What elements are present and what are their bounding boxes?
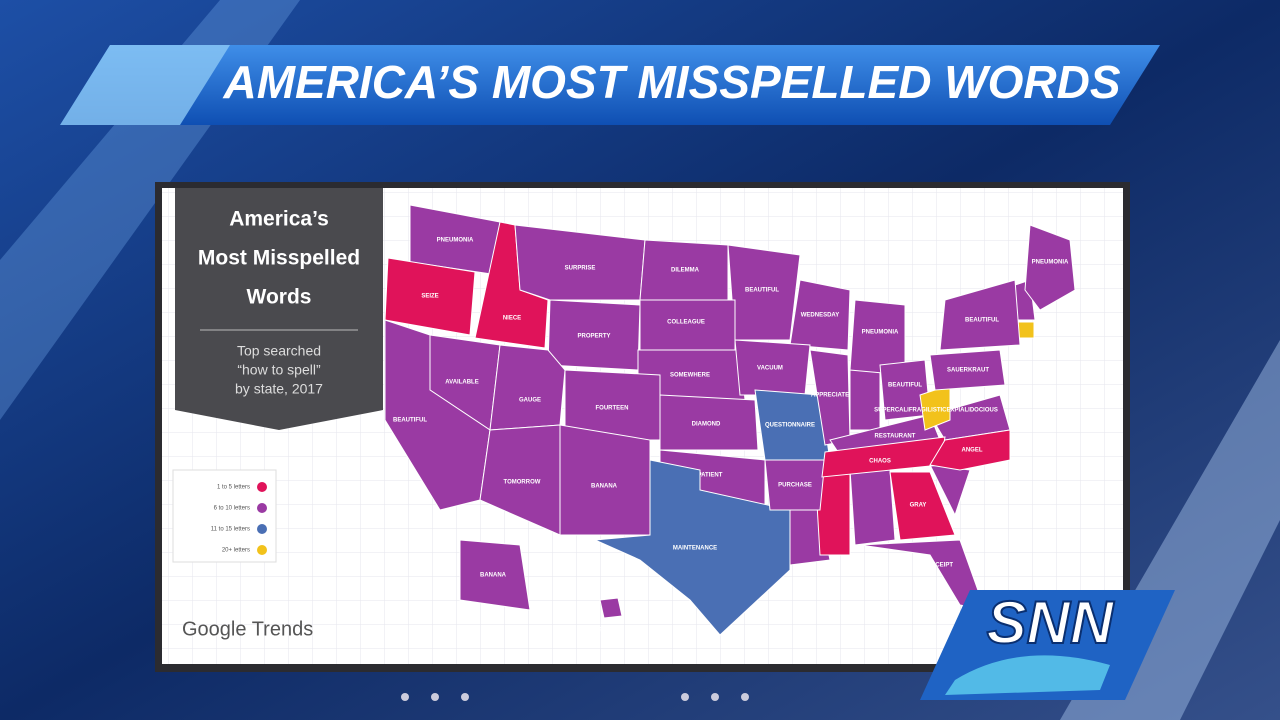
banner-accent	[60, 45, 230, 125]
state-label: BEAUTIFUL	[393, 418, 427, 424]
state	[929, 429, 1011, 471]
state-label: MAINTENANCE	[673, 546, 717, 552]
state-label: PNEUMONIA	[862, 330, 899, 336]
state-label: AVAILABLE	[445, 380, 478, 386]
state-label: PNEUMONIA	[437, 238, 474, 244]
info-title: Words	[247, 286, 312, 309]
info-title: America’s	[229, 208, 329, 231]
state-label: SURPRISE	[565, 266, 596, 272]
dot	[741, 693, 749, 701]
map: PNEUMONIA SEIZE NIECE SURPRISE DILEMMA BEAUTI…	[384, 204, 1076, 636]
state	[599, 597, 623, 619]
state-label: BEAUTIFUL	[965, 318, 999, 324]
state	[459, 539, 531, 611]
state-label: NIECE	[503, 316, 521, 322]
logo: SNN	[987, 589, 1115, 656]
state	[514, 224, 646, 301]
state-label: PATIENT	[698, 473, 723, 479]
state-label: APPRECIATE	[811, 393, 849, 399]
state-label: CHAOS	[869, 459, 891, 465]
state-label: BEAUTIFUL	[745, 288, 779, 294]
state-label: WEDNESDAY	[801, 313, 839, 319]
state-label: PEOPLE	[599, 628, 623, 634]
state	[659, 394, 759, 451]
logo-wave	[945, 655, 1110, 695]
dot	[681, 693, 689, 701]
state-label: BEAUTIFUL	[888, 383, 922, 389]
title: AMERICA’S MOST MISSPELLED WORDS	[222, 56, 1120, 108]
legend-swatch	[257, 503, 267, 513]
state-label: DIAMOND	[692, 422, 721, 428]
legend-swatch	[257, 482, 267, 492]
state	[889, 471, 956, 541]
state	[849, 369, 881, 431]
info-subtitle: “how to spell”	[237, 362, 321, 378]
state-label: DILEMMA	[671, 268, 700, 274]
state-label: GAUGE	[519, 398, 541, 404]
info-title: Most Misspelled	[198, 247, 360, 270]
info-subtitle: Top searched	[237, 343, 321, 359]
state-label: TOMORROW	[504, 480, 541, 486]
state	[929, 349, 1006, 391]
state-label: PROPERTY	[577, 334, 610, 340]
state	[789, 279, 851, 351]
state-label: RECEIPT	[927, 563, 953, 569]
legend-swatch	[257, 545, 267, 555]
state-label: FOURTEEN	[596, 406, 629, 412]
state-label: RESTAURANT	[875, 434, 916, 440]
state	[939, 279, 1021, 351]
state-label: VACUUM	[757, 366, 783, 372]
source: Google Trends	[182, 618, 313, 640]
state	[1024, 224, 1076, 311]
state	[849, 469, 896, 546]
state-label: SOMEWHERE	[670, 373, 710, 379]
state	[1017, 321, 1035, 339]
state	[559, 424, 651, 536]
state-label: SAUERKRAUT	[947, 368, 989, 374]
dot	[461, 693, 469, 701]
state	[489, 344, 566, 431]
legend-label: 11 to 15 letters	[211, 527, 250, 533]
state-label: GRAY	[910, 503, 927, 509]
state-label: PNEUMONIA	[1032, 260, 1069, 266]
dot	[711, 693, 719, 701]
state-label: BANANA	[591, 484, 618, 490]
info-subtitle: by state, 2017	[235, 381, 323, 397]
legend-label: 20+ letters	[222, 548, 250, 554]
legend-swatch	[257, 524, 267, 534]
state-label: SEIZE	[421, 294, 438, 300]
info-box	[175, 188, 383, 430]
state-label: SUPERCALIFRAGILISTICEXPIALIDOCIOUS	[874, 408, 998, 414]
state-label: QUESTIONNAIRE	[765, 423, 815, 429]
state-label: ANGEL	[962, 448, 983, 454]
state-label: BANANA	[480, 573, 507, 579]
dot	[401, 693, 409, 701]
state-label: COLLEAGUE	[667, 320, 705, 326]
state	[384, 257, 476, 336]
state	[593, 459, 791, 636]
state	[764, 459, 826, 511]
dot	[431, 693, 439, 701]
title-banner	[60, 45, 1160, 125]
state-label: PURCHASE	[778, 483, 812, 489]
legend-label: 1 to 5 letters	[217, 485, 250, 491]
legend-label: 6 to 10 letters	[214, 506, 250, 512]
